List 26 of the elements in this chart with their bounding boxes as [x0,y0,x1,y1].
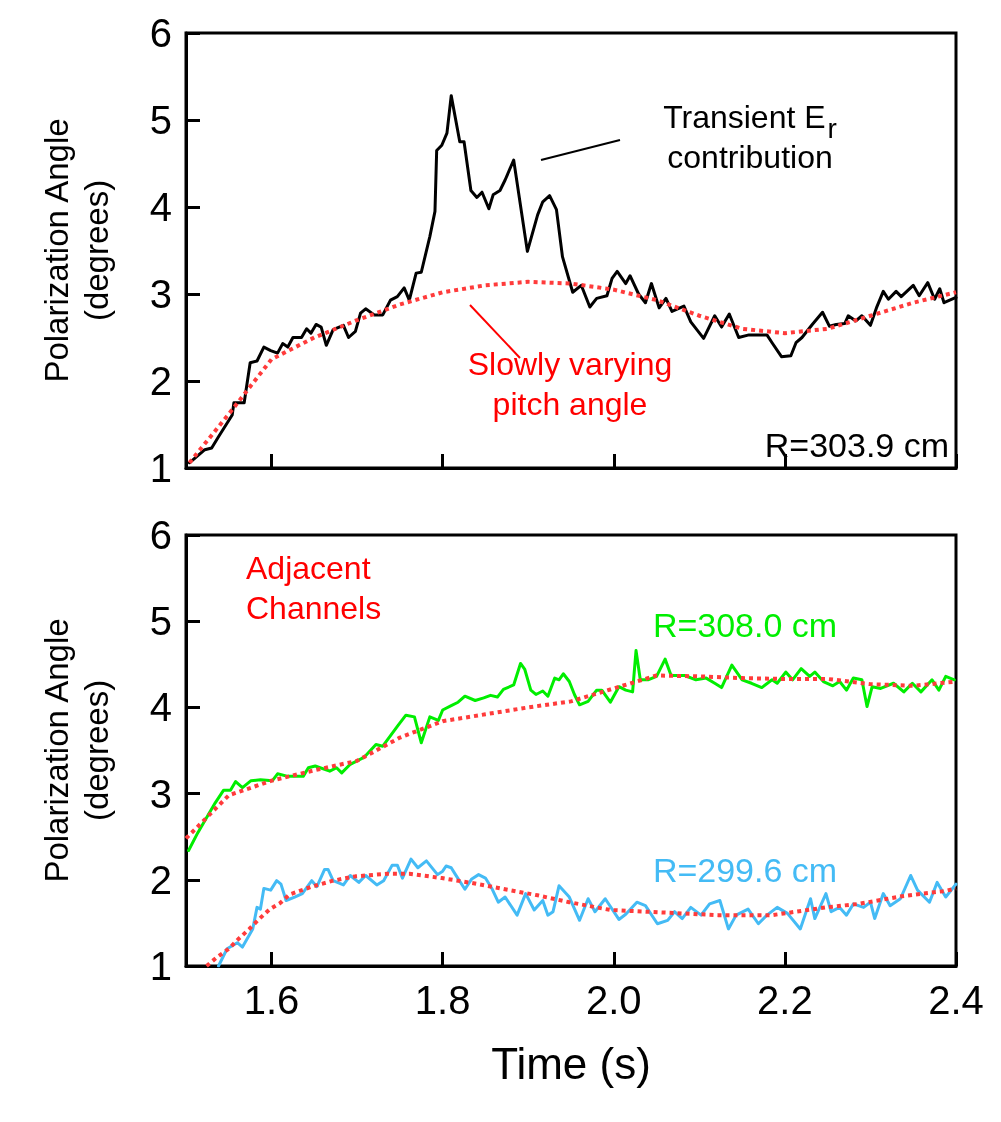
y-tick-label: 3 [149,771,172,816]
y-tick-label: 1 [149,944,172,988]
y-tick-label: 1 [149,446,172,490]
series-label: R=308.0 cm [652,606,838,644]
x-tick-label: 1.6 [243,978,300,1022]
text: R=303.9 cm [764,426,949,464]
y-tick-label: 2 [149,359,172,403]
y-tick-label: 5 [149,98,172,142]
annotation: Adjacent Channels [246,550,382,626]
y-tick-label: 6 [149,513,172,557]
y-tick-label: 4 [149,685,172,730]
x-tick-label: 1.8 [414,978,471,1022]
x-tick-label: 2.4 [928,978,984,1022]
x-tick-label: 2.2 [757,978,813,1022]
y-tick-label: 4 [149,185,172,229]
x-tick-label: 2.0 [585,978,642,1022]
y-axis-title: Polarization Angle (degrees) [37,618,115,883]
line-series [187,279,958,465]
annotation: Slowly varying pitch angle [467,346,673,422]
series-label: R=299.6 cm [652,851,838,889]
x-axis-title: Time (s) [491,1038,651,1088]
y-tick-label: 2 [149,857,172,902]
y-tick-label: 3 [149,272,172,316]
y-tick-label: 5 [149,599,172,644]
y-axis-title: Polarization Angle (degrees) [37,118,115,383]
y-tick-label: 6 [149,11,172,55]
